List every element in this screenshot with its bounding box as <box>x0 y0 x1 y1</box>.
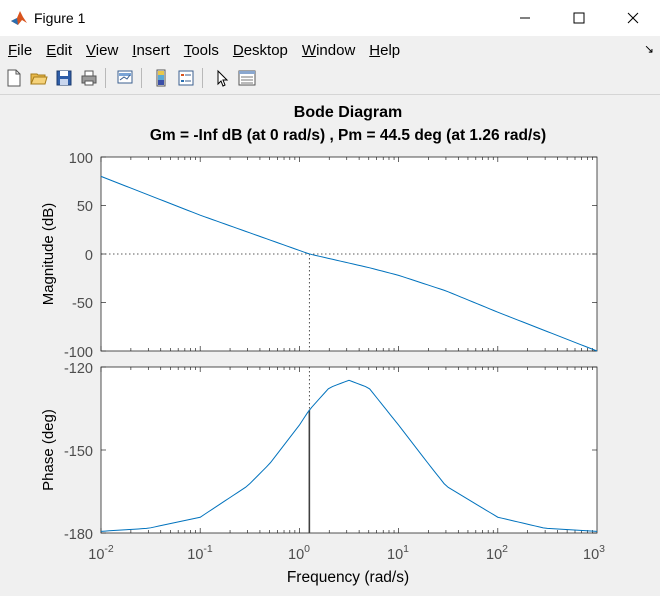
menubar: File Edit View Insert Tools Desktop Wind… <box>0 38 660 62</box>
x-tick-label: 101 <box>387 543 409 563</box>
legend-icon <box>178 70 194 86</box>
maximize-button[interactable] <box>552 0 606 36</box>
plot-subtitle: Gm = -Inf dB (at 0 rad/s) , Pm = 44.5 de… <box>150 127 546 144</box>
close-icon <box>627 12 639 24</box>
new-figure-button[interactable] <box>3 67 25 89</box>
link-plot-icon <box>117 70 133 84</box>
save-button[interactable] <box>53 67 75 89</box>
link-plot-button[interactable] <box>114 67 136 89</box>
toolbar-separator <box>105 68 106 88</box>
magnitude-y-tick-label: -50 <box>72 296 93 312</box>
property-inspector-icon <box>238 70 256 86</box>
save-icon <box>56 70 72 86</box>
toolbar-separator <box>141 68 142 88</box>
menu-window[interactable]: Window <box>301 41 356 59</box>
print-icon <box>81 70 97 86</box>
toolbar-separator <box>202 68 203 88</box>
bode-plot[interactable]: Bode Diagram Gm = -Inf dB (at 0 rad/s) ,… <box>0 95 660 591</box>
phase-y-tick-label: -120 <box>64 361 93 377</box>
phase-series-line <box>100 379 598 532</box>
menu-file[interactable]: File <box>8 41 33 59</box>
magnitude-series-line <box>100 175 598 352</box>
phase-axes[interactable] <box>100 366 598 534</box>
open-file-icon <box>30 73 48 85</box>
magnitude-y-tick-label: 0 <box>85 248 93 264</box>
edit-plot-icon <box>217 69 229 87</box>
menu-tools[interactable]: Tools <box>183 41 219 59</box>
minimize-button[interactable] <box>498 0 552 36</box>
colorbar-icon <box>156 69 166 87</box>
matlab-icon <box>11 11 27 25</box>
insert-colorbar-button[interactable] <box>150 67 172 89</box>
property-inspector-button[interactable] <box>236 67 258 89</box>
magnitude-y-tick-label: -100 <box>64 345 93 361</box>
magnitude-y-tick-label: 100 <box>69 151 93 167</box>
menu-edit[interactable]: Edit <box>46 41 73 59</box>
x-tick-label: 10-1 <box>187 543 213 563</box>
print-button[interactable] <box>78 67 100 89</box>
x-tick-label: 100 <box>288 543 310 563</box>
magnitude-y-tick-label: 50 <box>77 199 93 215</box>
plot-title: Bode Diagram <box>294 104 402 121</box>
phase-y-tick-label: -150 <box>64 444 93 460</box>
menu-view[interactable]: View <box>86 41 119 59</box>
new-figure-icon <box>7 69 21 87</box>
insert-legend-button[interactable] <box>175 67 197 89</box>
window-titlebar: Figure 1 <box>0 0 660 36</box>
x-tick-label: 10-2 <box>88 543 114 563</box>
x-tick-label: 102 <box>486 543 508 563</box>
x-axis-label: Frequency (rad/s) <box>287 569 409 586</box>
maximize-icon <box>573 12 585 24</box>
menu-help[interactable]: Help <box>369 41 401 59</box>
phase-y-axis-label: Phase (deg) <box>40 409 57 491</box>
window-title: Figure 1 <box>34 10 86 26</box>
figure-canvas: Bode Diagram Gm = -Inf dB (at 0 rad/s) ,… <box>0 94 660 591</box>
edit-plot-button[interactable] <box>211 67 233 89</box>
open-file-button[interactable] <box>28 67 50 89</box>
phase-y-tick-label: -180 <box>64 527 93 543</box>
close-button[interactable] <box>606 0 660 36</box>
figure-toolbar <box>0 64 660 92</box>
magnitude-y-axis-label: Magnitude (dB) <box>40 203 57 306</box>
minimize-icon <box>520 17 530 19</box>
menu-insert[interactable]: Insert <box>132 41 170 59</box>
dock-figure-icon[interactable]: ↘ <box>643 42 654 56</box>
x-tick-label: 103 <box>583 543 605 563</box>
menu-desktop[interactable]: Desktop <box>232 41 288 59</box>
